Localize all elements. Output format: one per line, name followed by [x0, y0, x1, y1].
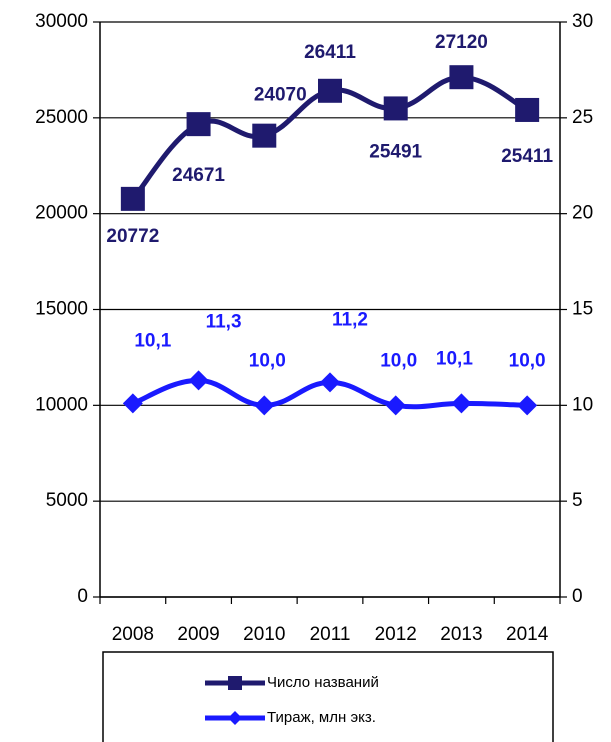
data-label: 25491	[369, 141, 422, 162]
y-tick-label: 20000	[35, 203, 88, 224]
data-label: 11,2	[332, 309, 368, 330]
y-tick-label: 15000	[35, 299, 88, 320]
data-label: 10,0	[509, 350, 546, 371]
marker	[120, 186, 145, 211]
data-label: 27120	[435, 32, 488, 53]
data-label: 25411	[501, 146, 553, 167]
data-label: 10,0	[249, 350, 286, 371]
y2-tick-label: 0	[572, 586, 583, 607]
y-tick-label: 10000	[35, 394, 88, 415]
marker	[186, 112, 211, 137]
data-label: 26411	[304, 42, 356, 63]
marker	[449, 65, 474, 90]
data-label: 20772	[106, 226, 159, 247]
y-tick-label: 25000	[35, 107, 88, 128]
x-tick-label: 2008	[112, 624, 154, 645]
marker	[320, 372, 340, 393]
data-label: 10,0	[380, 350, 417, 371]
x-tick-label: 2011	[310, 624, 351, 645]
marker	[228, 676, 242, 690]
y-tick-label: 30000	[35, 11, 88, 32]
marker	[385, 395, 406, 416]
y2-tick-label: 15	[572, 299, 593, 320]
data-label: 10,1	[436, 348, 473, 369]
legend-label: Тираж, млн экз.	[267, 709, 376, 726]
marker	[517, 395, 538, 416]
y2-tick-label: 20	[572, 203, 593, 224]
data-label: 10,1	[134, 330, 171, 351]
x-tick-label: 2012	[375, 624, 417, 645]
x-tick-label: 2014	[506, 624, 549, 645]
data-label: 24671	[172, 165, 225, 186]
marker	[383, 96, 408, 121]
y2-tick-label: 5	[572, 490, 583, 511]
marker	[451, 393, 472, 414]
x-tick-label: 2013	[440, 624, 482, 645]
marker	[122, 393, 143, 414]
y2-tick-label: 30	[572, 11, 593, 32]
legend-label: Число названий	[267, 674, 379, 691]
y2-tick-label: 25	[572, 107, 593, 128]
y-tick-label: 0	[77, 586, 88, 607]
marker	[188, 370, 209, 391]
marker	[515, 97, 540, 122]
legend-box	[102, 651, 554, 742]
marker	[252, 123, 277, 148]
y2-tick-label: 10	[572, 394, 593, 415]
x-tick-label: 2010	[243, 624, 285, 645]
y-tick-label: 5000	[46, 490, 88, 511]
data-label: 11,3	[206, 311, 242, 332]
marker	[228, 711, 242, 725]
marker	[254, 395, 275, 416]
data-label: 24070	[254, 85, 307, 106]
marker	[318, 78, 342, 103]
x-tick-label: 2009	[177, 624, 219, 645]
